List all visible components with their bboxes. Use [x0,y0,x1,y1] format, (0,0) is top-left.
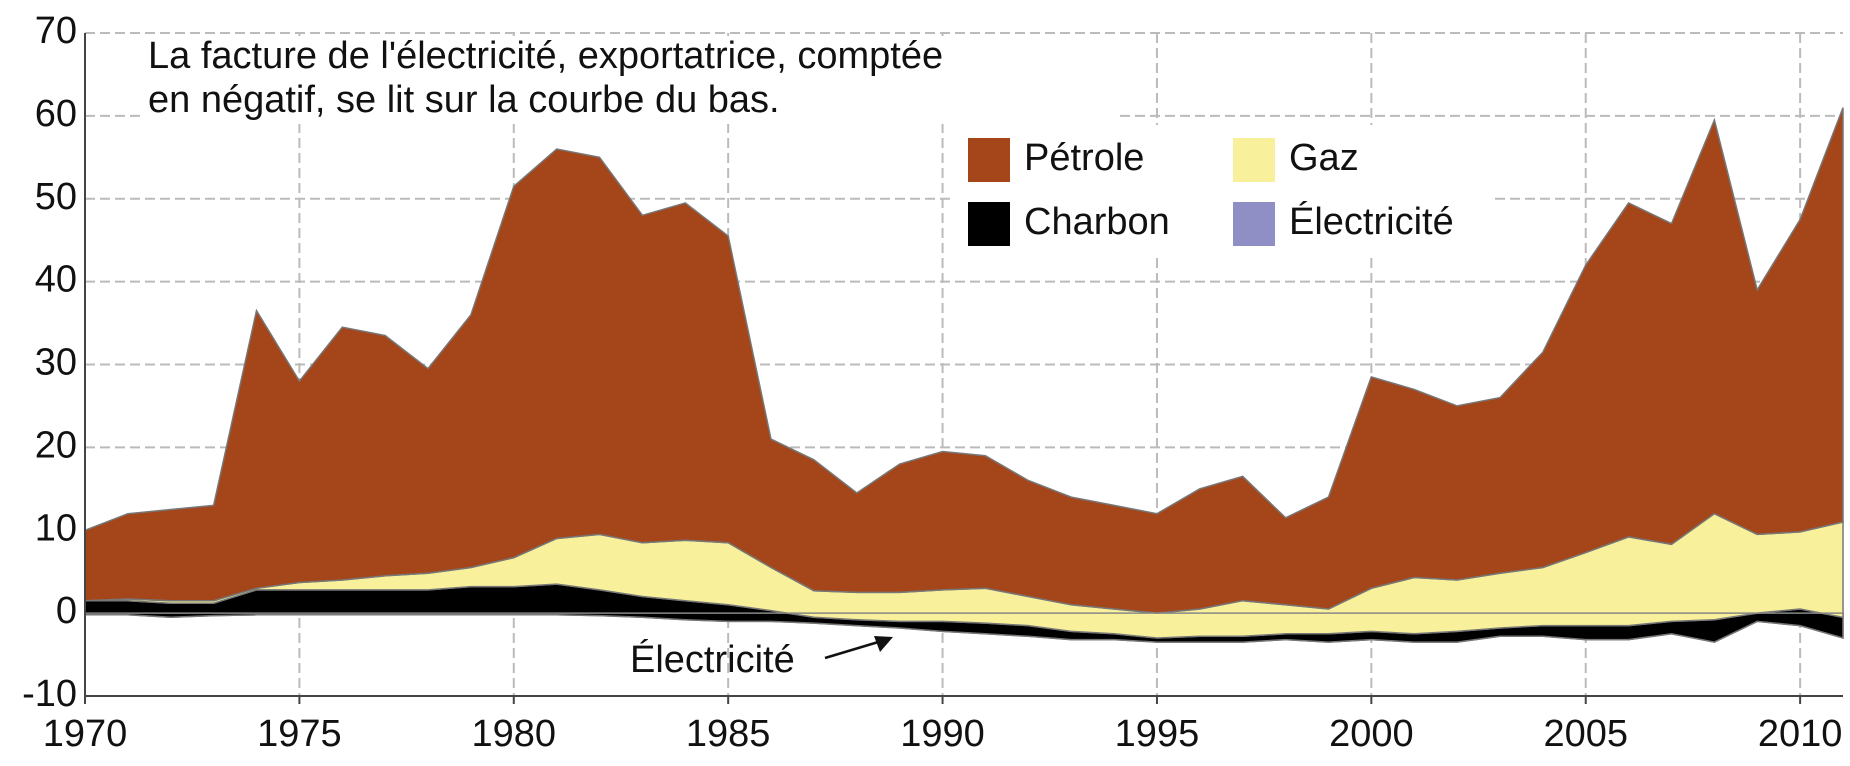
y-tick-label: 0 [56,590,77,632]
x-tick-label: 2010 [1758,713,1843,755]
y-tick-label: 70 [35,10,77,52]
x-tick-label: 1970 [43,713,128,755]
x-tick-label: 1980 [472,713,557,755]
legend-label: Électricité [1289,200,1454,243]
annotation: en négatif, se lit sur la courbe du bas. [148,79,780,121]
x-tick-label: 2005 [1543,713,1628,755]
legend-swatch [1233,138,1275,182]
arrow [824,638,886,660]
x-tick-label: 1985 [686,713,771,755]
y-tick-label: 30 [35,342,77,384]
x-tick-label: 1975 [257,713,342,755]
legend-swatch [968,202,1010,246]
y-tick-label: 10 [35,507,77,549]
x-tick-label: 1995 [1115,713,1200,755]
area [84,107,1844,614]
legend-swatch [968,138,1010,182]
x-tick-label: 2000 [1329,713,1414,755]
arrow-head [874,636,893,652]
y-tick-label: 40 [35,259,77,301]
y-tick-label: 60 [35,93,77,135]
annotation: Électricité [630,638,795,681]
legend-bg [955,125,1495,255]
legend-label: Gaz [1289,137,1359,179]
y-tick-label: 50 [35,176,77,218]
y-tick-label: -10 [22,673,77,715]
x-tick-label: 1990 [900,713,985,755]
note-bg [140,36,1120,124]
annotation: La facture de l'électricité, exportatric… [148,35,943,77]
y-tick-label: 20 [35,424,77,466]
legend-label: Charbon [1024,201,1170,243]
legend-label: Pétrole [1024,137,1144,179]
legend-swatch [1233,202,1275,246]
